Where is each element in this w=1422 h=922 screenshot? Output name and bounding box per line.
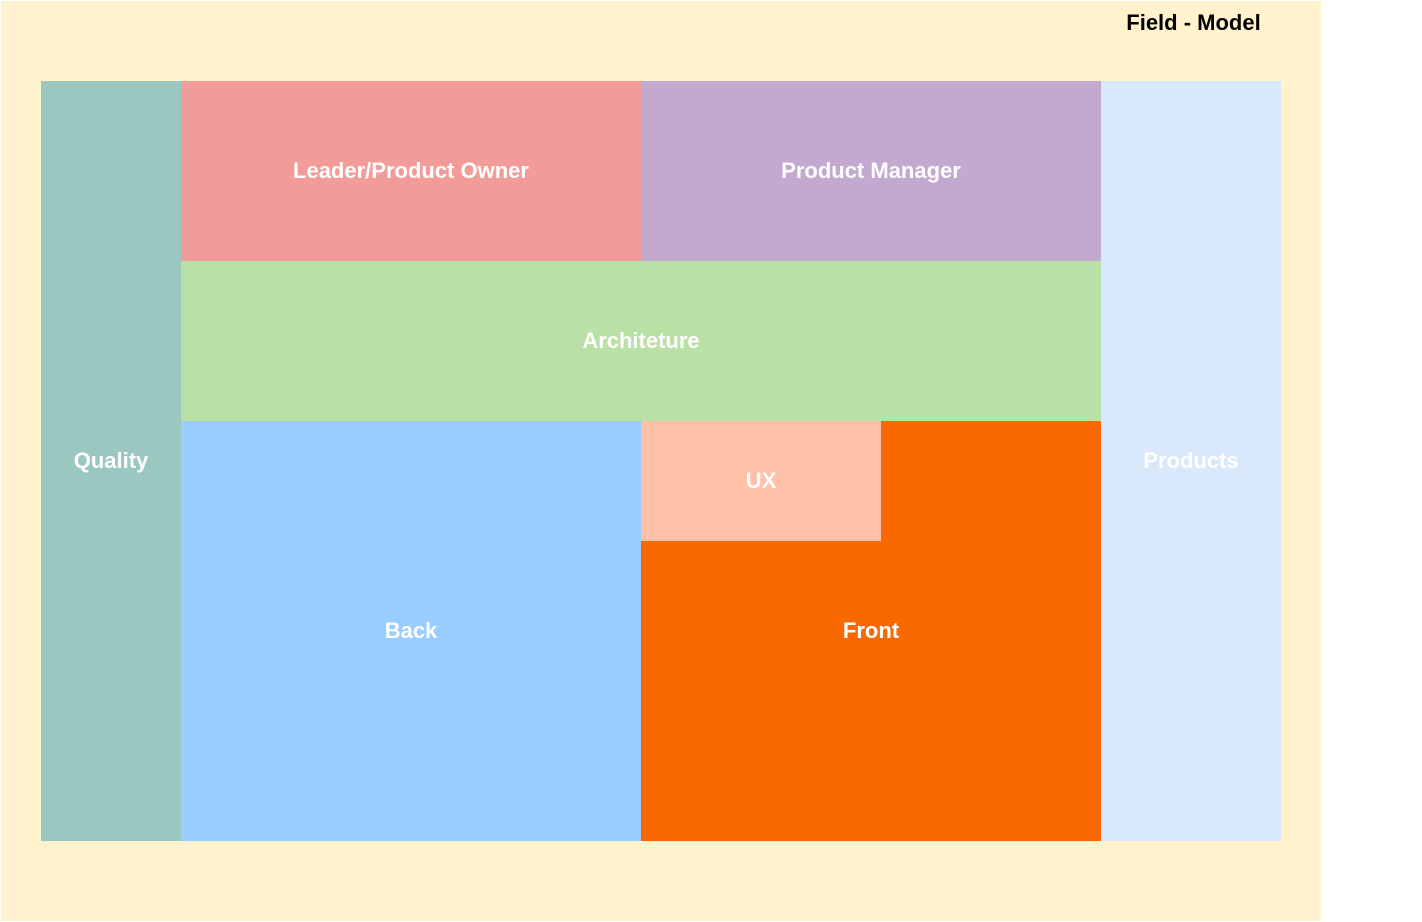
leader-product-owner-block[interactable]: Leader/Product Owner — [181, 81, 641, 261]
leader-product-owner-label: Leader/Product Owner — [293, 158, 529, 183]
products-block[interactable]: Products — [1101, 81, 1281, 841]
products-label: Products — [1143, 448, 1239, 473]
quality-label: Quality — [73, 448, 149, 473]
diagram-canvas: Field - Model Quality Leader/Product Own… — [1, 1, 1321, 921]
quality-block[interactable]: Quality — [41, 81, 181, 841]
ux-label: UX — [745, 468, 777, 493]
product-manager-block[interactable]: Product Manager — [641, 81, 1101, 261]
product-manager-label: Product Manager — [781, 158, 961, 183]
front-label: Front — [842, 618, 900, 643]
architecture-block[interactable]: Architeture — [181, 261, 1101, 421]
diagram-title: Field - Model — [1126, 10, 1261, 35]
back-label: Back — [384, 618, 438, 643]
architecture-label: Architeture — [582, 328, 700, 353]
back-block[interactable]: Back — [181, 421, 641, 841]
ux-block[interactable]: UX — [641, 421, 881, 541]
